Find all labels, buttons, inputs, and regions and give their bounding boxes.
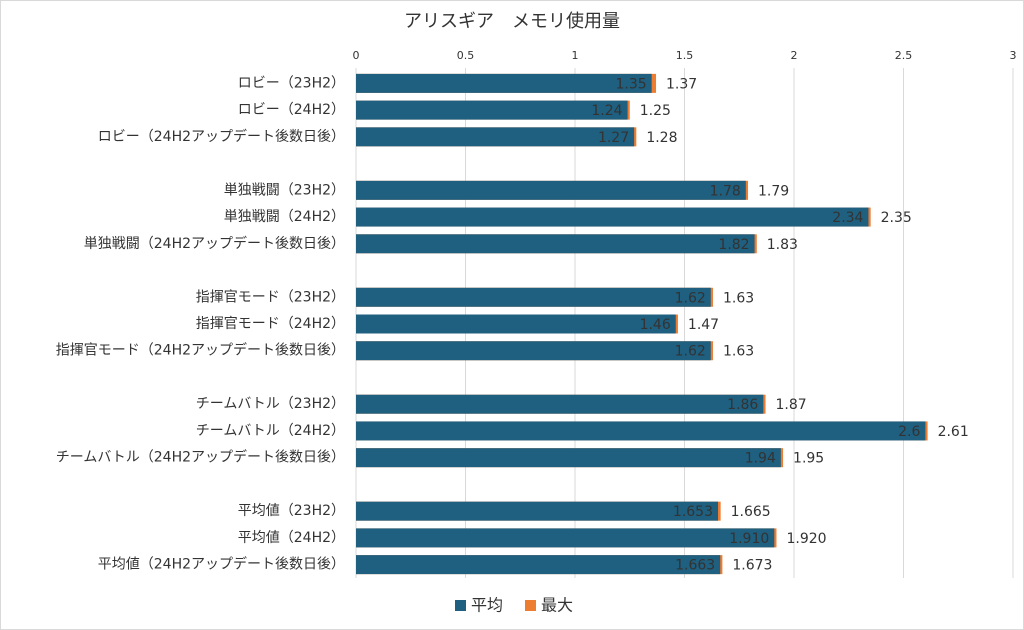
y-tick-label: 単独戦闘（23H2）: [224, 182, 345, 198]
value-label: 1.62: [675, 290, 706, 306]
y-tick-label: ロビー（23H2）: [238, 75, 345, 91]
bar: [356, 73, 652, 93]
y-tick-label: チームバトル（23H2）: [196, 396, 345, 412]
x-tick-label: 3: [1010, 49, 1017, 62]
x-tick-label: 0.5: [457, 49, 475, 62]
value-label: 1.910: [729, 531, 769, 547]
value-label: 1.653: [673, 504, 713, 520]
bar: [356, 127, 635, 147]
y-tick-label: ロビー（24H2アップデート後数日後）: [98, 128, 345, 145]
value-label: 1.83: [767, 237, 798, 253]
value-label: 1.82: [718, 237, 749, 253]
value-label: 1.37: [666, 76, 697, 92]
y-tick-label: 単独戦闘（24H2）: [224, 209, 345, 225]
y-tick-label: 平均値（24H2アップデート後数日後）: [98, 556, 345, 573]
bar: [356, 314, 676, 334]
bar: [356, 207, 869, 227]
bar: [356, 555, 721, 575]
x-tick-label: 1: [572, 49, 579, 62]
y-tick-label: チームバトル（24H2アップデート後数日後）: [56, 449, 345, 466]
legend-label: 最大: [541, 596, 573, 615]
value-label: 2.61: [938, 424, 969, 440]
bar: [356, 287, 711, 307]
value-label: 1.95: [793, 451, 824, 467]
value-label: 2.6: [898, 424, 920, 440]
legend-swatch: [455, 600, 466, 611]
y-tick-label: 単独戦闘（24H2アップデート後数日後）: [84, 235, 345, 252]
y-tick-label: 指揮官モード（24H2）: [196, 316, 345, 332]
value-label: 1.665: [731, 504, 771, 520]
value-label: 1.27: [598, 130, 629, 146]
x-tick-label: 2: [791, 49, 798, 62]
x-tick-label: 1.5: [676, 49, 694, 62]
value-label: 1.79: [758, 183, 789, 199]
value-label: 1.35: [615, 76, 646, 92]
bar: [356, 180, 746, 200]
chart-title: アリスギア メモリ使用量: [404, 11, 620, 32]
value-label: 1.46: [640, 317, 671, 333]
value-label: 1.86: [727, 397, 758, 413]
value-label: 1.25: [640, 103, 671, 119]
legend-label: 平均: [471, 596, 503, 615]
value-label: 1.673: [732, 558, 772, 574]
y-tick-label: 指揮官モード（23H2）: [196, 289, 345, 305]
value-label: 1.63: [723, 344, 754, 360]
value-label: 2.34: [832, 210, 863, 226]
bar: [356, 100, 628, 120]
bar: [356, 421, 926, 441]
value-label: 1.920: [786, 531, 826, 547]
y-tick-label: ロビー（24H2）: [238, 102, 345, 118]
y-tick-label: 平均値（24H2）: [238, 530, 345, 546]
value-label: 1.63: [723, 290, 754, 306]
value-label: 2.35: [881, 210, 912, 226]
y-tick-label: チームバトル（24H2）: [196, 423, 345, 439]
value-label: 1.62: [675, 344, 706, 360]
bar: [356, 234, 755, 254]
value-label: 1.663: [675, 558, 715, 574]
x-tick-label: 2.5: [895, 49, 913, 62]
x-tick-label: 0: [353, 49, 360, 62]
value-label: 1.47: [688, 317, 719, 333]
value-label: 1.87: [776, 397, 807, 413]
value-label: 1.28: [646, 130, 677, 146]
bar: [356, 341, 711, 361]
bar: [356, 448, 781, 468]
y-tick-label: 平均値（23H2）: [238, 503, 345, 519]
value-label: 1.24: [591, 103, 622, 119]
bar: [356, 394, 764, 414]
legend-swatch: [525, 600, 536, 611]
bar: [356, 501, 719, 521]
bar: [356, 528, 775, 548]
value-label: 1.94: [745, 451, 776, 467]
y-tick-label: 指揮官モード（24H2アップデート後数日後）: [56, 342, 345, 359]
value-label: 1.78: [710, 183, 741, 199]
